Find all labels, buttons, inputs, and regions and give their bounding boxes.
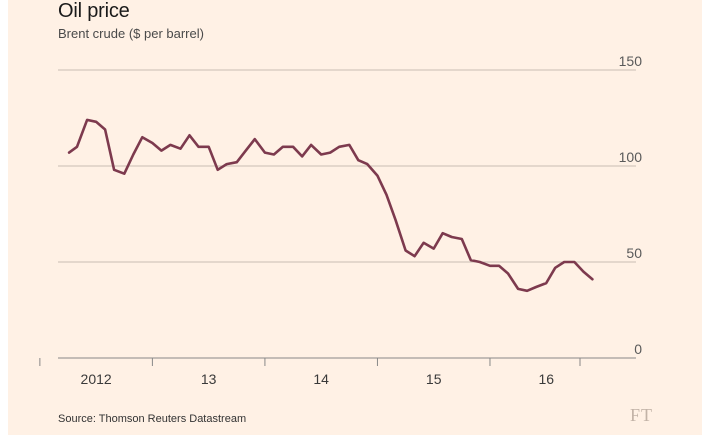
y-tick-label-0: 0 bbox=[634, 341, 642, 357]
line-chart: 0 50 100 150 2012 13 14 15 16 bbox=[39, 53, 643, 387]
x-tick-label-14: 14 bbox=[313, 371, 329, 387]
y-tick-label-100: 100 bbox=[619, 149, 643, 165]
x-tick-label-13: 13 bbox=[201, 371, 217, 387]
chart-subtitle: Brent crude ($ per barrel) bbox=[58, 26, 204, 41]
y-tick-label-150: 150 bbox=[619, 53, 643, 69]
series-line-0 bbox=[67, 118, 594, 293]
chart-title: Oil price bbox=[58, 0, 130, 22]
source-note: Source: Thomson Reuters Datastream bbox=[58, 413, 247, 425]
x-tick-label-15: 15 bbox=[426, 371, 442, 387]
x-tick-label-16: 16 bbox=[538, 371, 554, 387]
x-tick-label-2012: 2012 bbox=[81, 371, 112, 387]
ft-logo: FT bbox=[630, 405, 654, 425]
y-tick-label-50: 50 bbox=[626, 245, 642, 261]
chart-card: Oil price Brent crude ($ per barrel) 0 50… bbox=[8, 0, 702, 435]
